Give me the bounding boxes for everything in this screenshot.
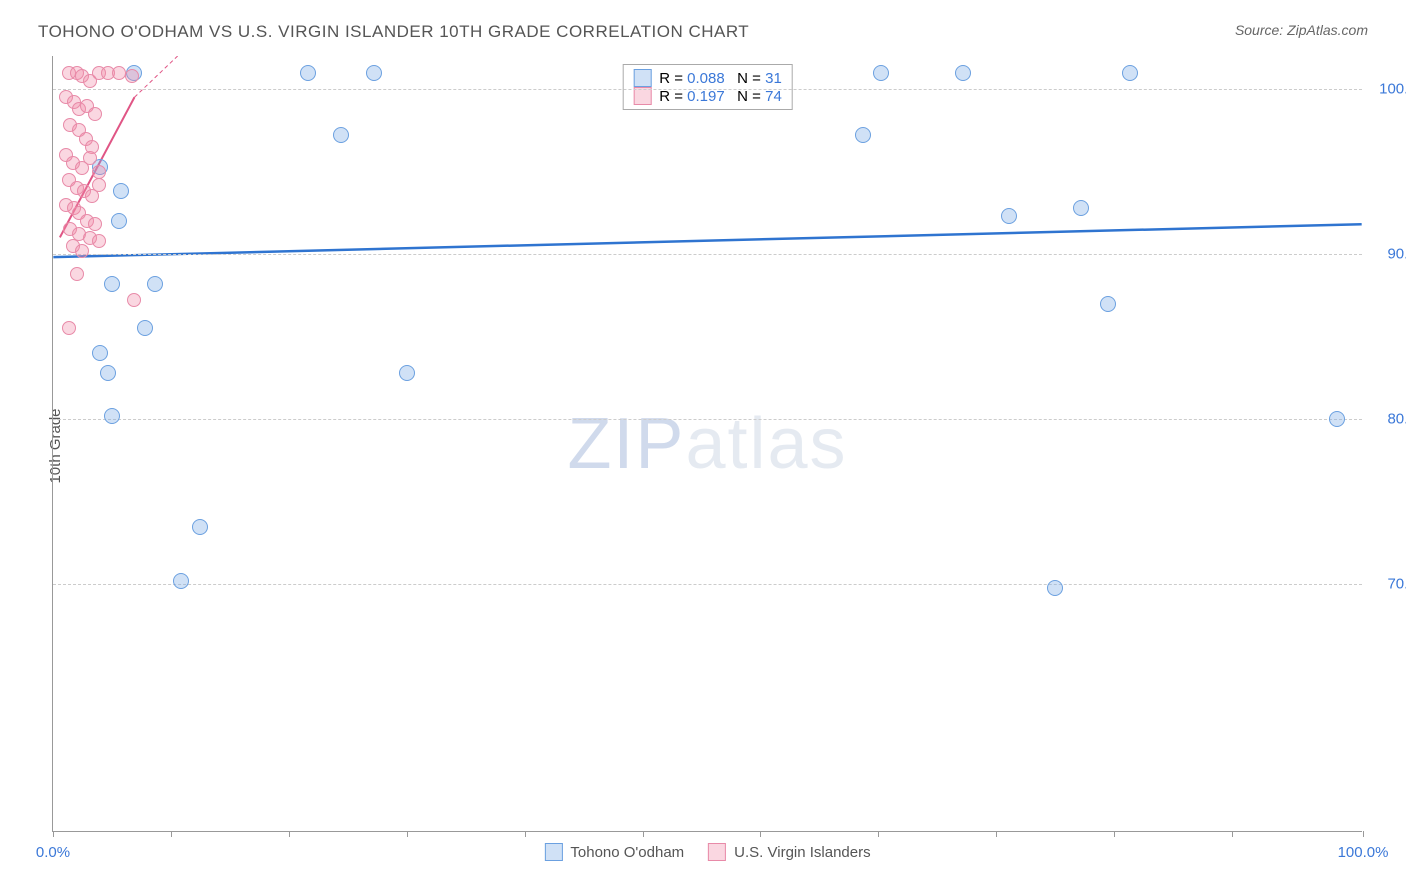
data-point: [1100, 296, 1116, 312]
source-label: Source: ZipAtlas.com: [1235, 22, 1368, 38]
data-point: [100, 365, 116, 381]
legend-label: Tohono O'odham: [570, 844, 684, 861]
legend-item: U.S. Virgin Islanders: [708, 843, 870, 861]
series-swatch: [544, 843, 562, 861]
xtick: [53, 831, 54, 837]
data-point: [113, 183, 129, 199]
legend-footer: Tohono O'odham U.S. Virgin Islanders: [544, 843, 870, 861]
xtick-label: 0.0%: [36, 844, 70, 861]
gridline-h: [53, 254, 1362, 255]
chart-title: TOHONO O'ODHAM VS U.S. VIRGIN ISLANDER 1…: [38, 22, 749, 42]
xtick: [407, 831, 408, 837]
data-point: [192, 519, 208, 535]
gridline-h: [53, 584, 1362, 585]
data-point: [104, 408, 120, 424]
data-point: [333, 127, 349, 143]
data-point: [75, 244, 89, 258]
data-point: [62, 321, 76, 335]
data-point: [111, 213, 127, 229]
data-point: [1047, 580, 1063, 596]
xtick: [643, 831, 644, 837]
xtick: [1232, 831, 1233, 837]
xtick: [171, 831, 172, 837]
data-point: [112, 66, 126, 80]
data-point: [366, 65, 382, 81]
data-point: [873, 65, 889, 81]
data-point: [104, 276, 120, 292]
trend-lines: [53, 56, 1362, 831]
data-point: [147, 276, 163, 292]
data-point: [855, 127, 871, 143]
data-point: [300, 65, 316, 81]
data-point: [70, 267, 84, 281]
data-point: [88, 217, 102, 231]
data-point: [1329, 411, 1345, 427]
data-point: [1073, 200, 1089, 216]
ytick-label: 100.0%: [1370, 81, 1406, 98]
xtick: [1363, 831, 1364, 837]
data-point: [92, 345, 108, 361]
ytick-label: 80.0%: [1370, 411, 1406, 428]
data-point: [137, 320, 153, 336]
data-point: [92, 178, 106, 192]
gridline-h: [53, 419, 1362, 420]
data-point: [125, 69, 139, 83]
data-point: [127, 293, 141, 307]
xtick: [525, 831, 526, 837]
data-point: [173, 573, 189, 589]
data-point: [92, 165, 106, 179]
data-point: [1001, 208, 1017, 224]
legend-stats-box: R = 0.088 N = 31R = 0.197 N = 74: [622, 64, 793, 110]
data-point: [92, 234, 106, 248]
watermark: ZIPatlas: [567, 403, 847, 485]
plot-area: ZIPatlas R = 0.088 N = 31R = 0.197 N = 7…: [52, 56, 1362, 832]
xtick: [996, 831, 997, 837]
xtick: [760, 831, 761, 837]
xtick: [878, 831, 879, 837]
ytick-label: 90.0%: [1370, 246, 1406, 263]
xtick-label: 100.0%: [1338, 844, 1389, 861]
data-point: [399, 365, 415, 381]
data-point: [1122, 65, 1138, 81]
legend-stats-row: R = 0.088 N = 31: [633, 69, 782, 87]
gridline-h: [53, 89, 1362, 90]
legend-item: Tohono O'odham: [544, 843, 684, 861]
ytick-label: 70.0%: [1370, 576, 1406, 593]
xtick: [289, 831, 290, 837]
data-point: [83, 151, 97, 165]
data-point: [955, 65, 971, 81]
data-point: [88, 107, 102, 121]
xtick: [1114, 831, 1115, 837]
legend-label: U.S. Virgin Islanders: [734, 844, 870, 861]
series-swatch: [708, 843, 726, 861]
series-swatch: [633, 69, 651, 87]
